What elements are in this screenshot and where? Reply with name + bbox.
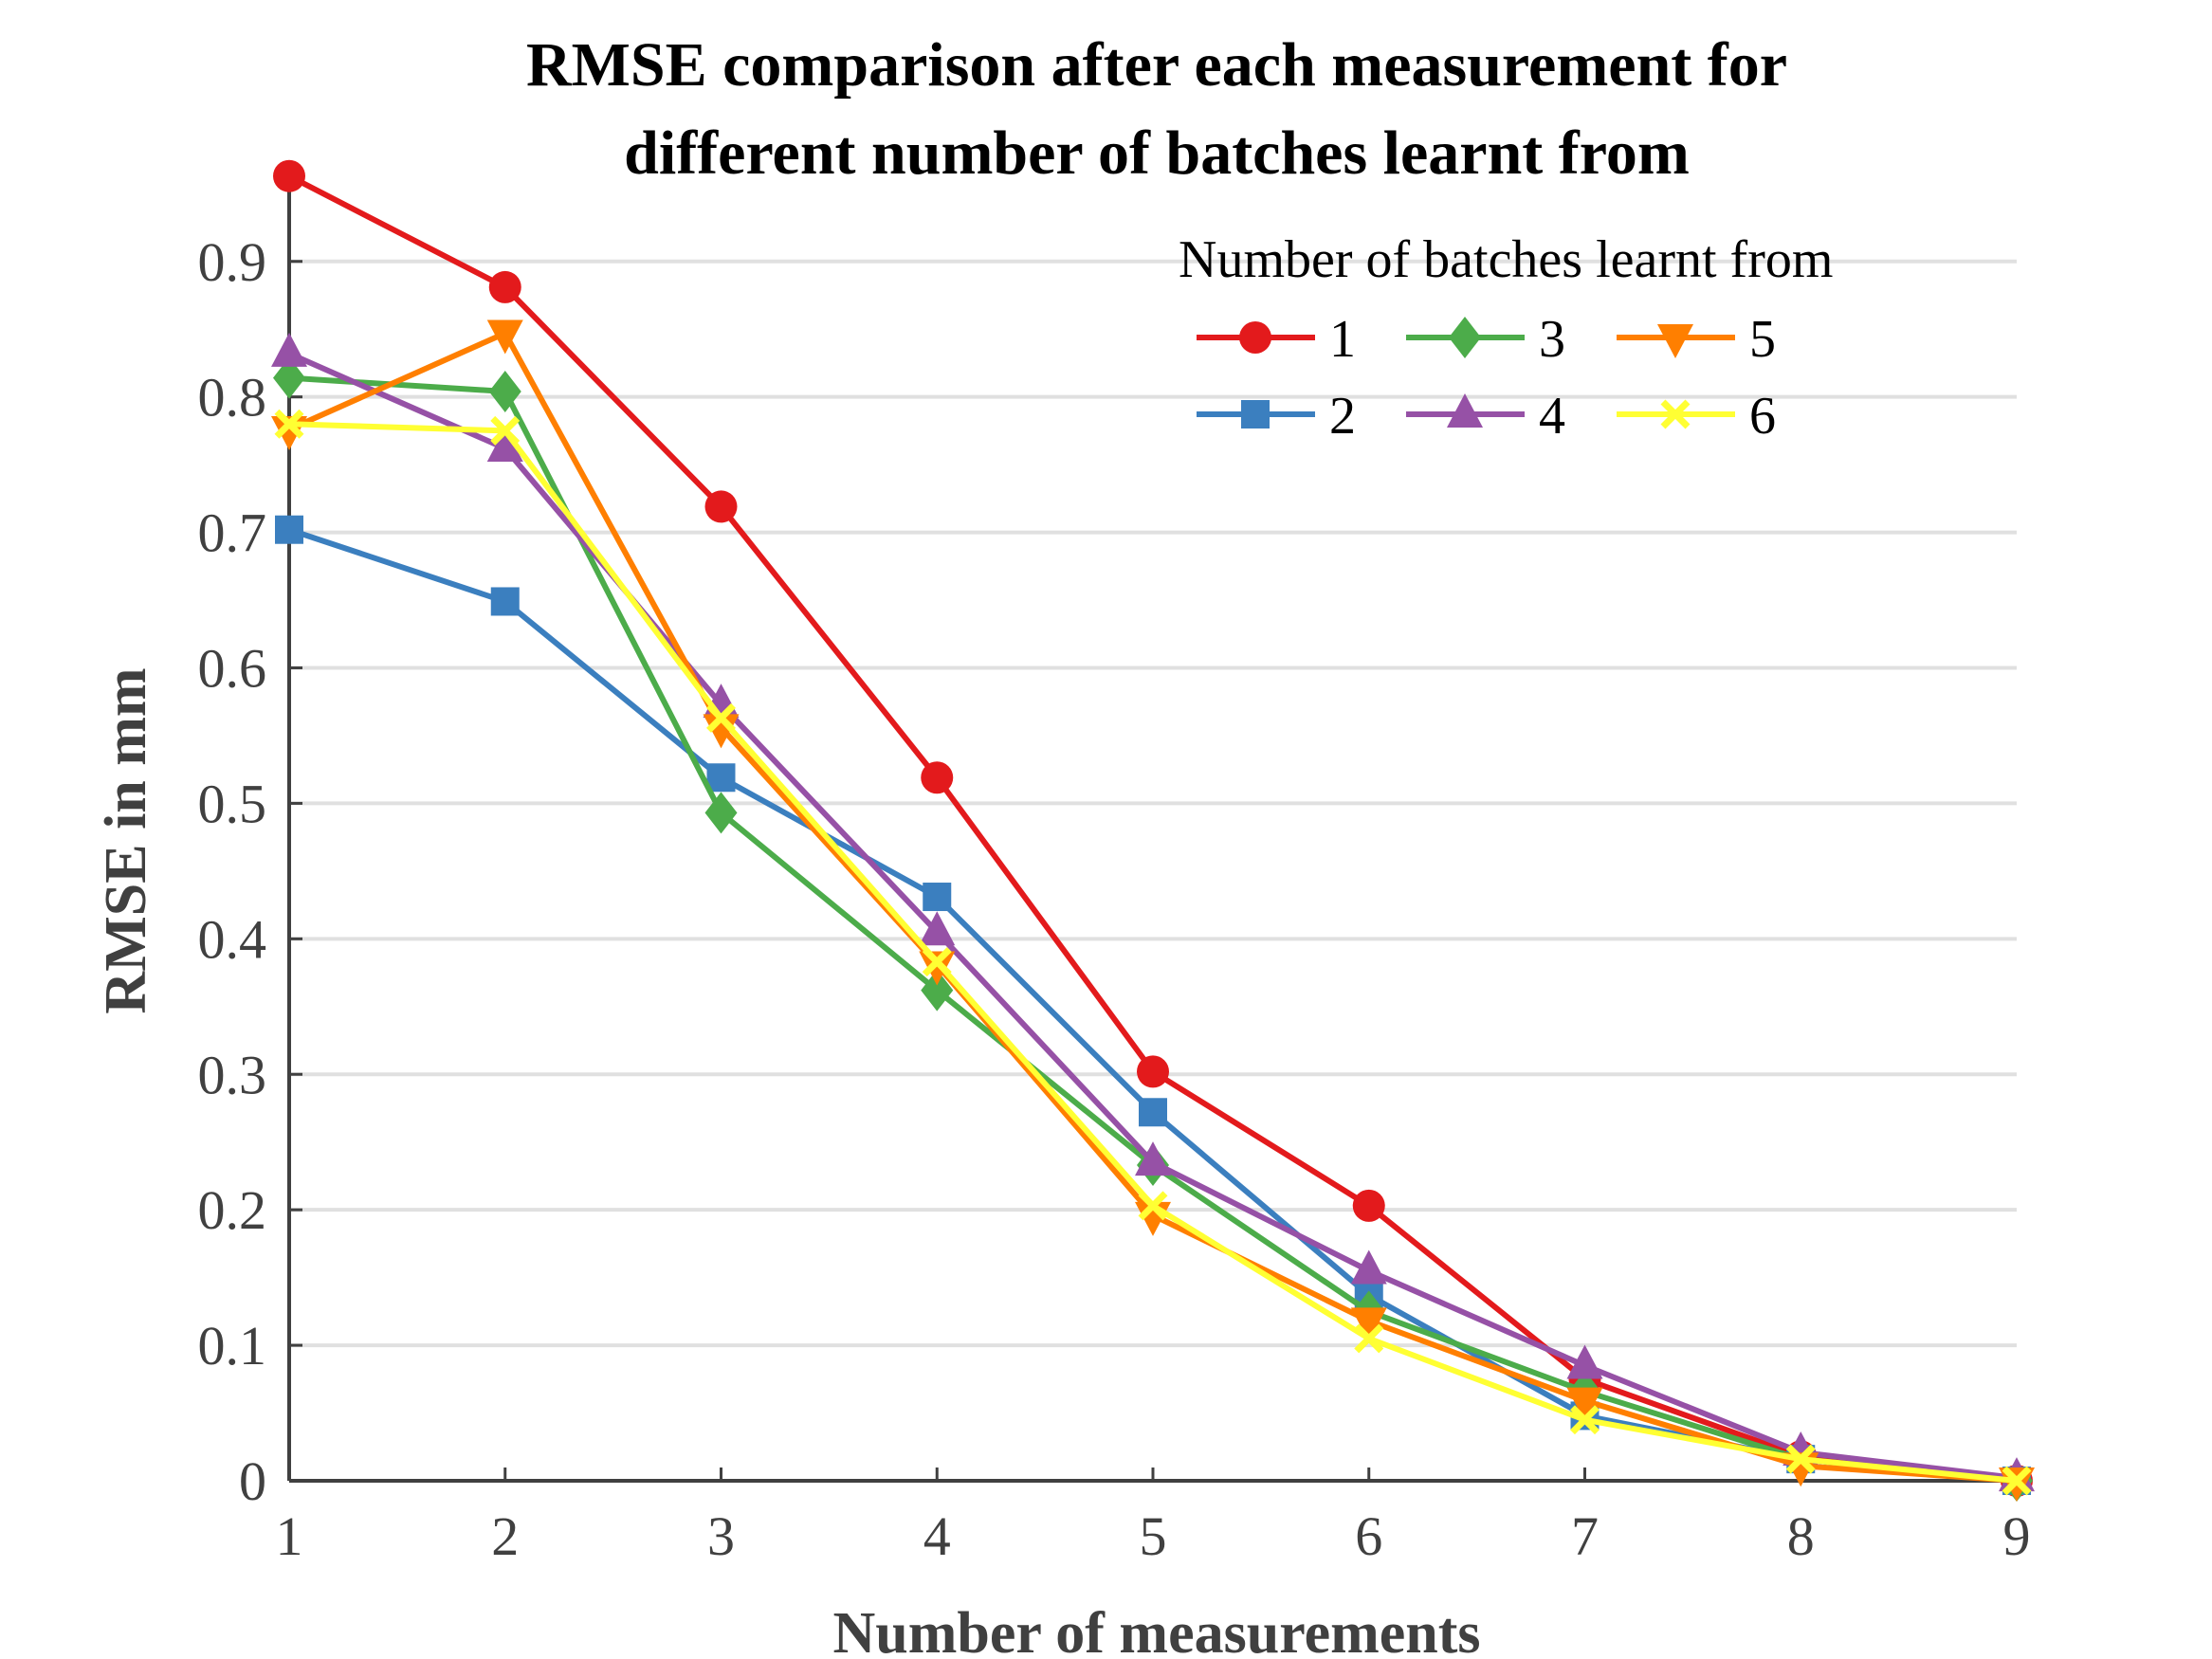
legend-title: Number of batches learnt from: [1179, 230, 1833, 289]
y-tick-label-0: 0: [239, 1450, 266, 1512]
chart-title-line-1: RMSE comparison after each measurement f…: [526, 30, 1787, 100]
series-2-point-2: [490, 587, 520, 616]
series-5-point-2: [486, 319, 523, 355]
series-6-point-2: [490, 415, 521, 446]
x-tick-label-5: 6: [1355, 1505, 1382, 1567]
x-tick-label-3: 4: [923, 1505, 951, 1567]
legend-marker-2: [1241, 400, 1270, 428]
legend-label-5: 5: [1749, 310, 1776, 369]
series-6-point-1: [274, 409, 304, 439]
series-3: [273, 356, 2033, 1502]
y-tick-label-3: 0.3: [198, 1044, 267, 1105]
legend-label-4: 4: [1539, 387, 1565, 446]
series-1-point-2: [488, 270, 521, 303]
series-6-line: [288, 421, 2018, 1484]
series-4-point-4: [919, 911, 956, 946]
x-tick-label-4: 5: [1140, 1505, 1167, 1567]
series-5-line: [287, 330, 2018, 1484]
legend-entry-3: 3: [1406, 310, 1565, 369]
chart-title-line-2: different number of batches learnt from: [624, 118, 1690, 188]
x-axis-label: Number of measurements: [832, 1601, 1480, 1659]
legend-entry-2: 2: [1197, 387, 1356, 446]
legend: Number of batches learnt from 1 2 3 4 5 6: [1179, 230, 1833, 446]
series-6-point-9: [2002, 1466, 2032, 1496]
series-2-point-4: [923, 883, 952, 912]
series-4-line: [287, 351, 2018, 1482]
legend-label-2: 2: [1329, 387, 1356, 446]
x-tick-label-0: 1: [276, 1505, 303, 1567]
series-lines: [271, 159, 2035, 1502]
legend-label-1: 1: [1329, 310, 1356, 369]
series-4-point-6: [1350, 1249, 1387, 1285]
legend-label-6: 6: [1749, 387, 1776, 446]
x-tick-label-7: 8: [1787, 1505, 1815, 1567]
y-tick-label-5: 0.5: [198, 773, 267, 834]
series-3-line: [288, 374, 2018, 1484]
series-1-point-4: [921, 761, 954, 794]
series-1-point-6: [1352, 1189, 1385, 1222]
y-tick-label-8: 0.8: [198, 367, 267, 428]
series-6-point-6: [1354, 1323, 1384, 1354]
series-4: [271, 332, 2035, 1492]
series-4-point-1: [271, 332, 307, 367]
legend-marker-5: [1657, 324, 1693, 358]
y-tick-label-2: 0.2: [198, 1179, 267, 1241]
series-5-point-6: [1350, 1307, 1387, 1342]
series-2-point-5: [1139, 1098, 1167, 1127]
series-4-point-5: [1135, 1141, 1171, 1176]
series-5: [271, 319, 2035, 1502]
series-2-line: [288, 526, 2018, 1484]
legend-marker-1: [1239, 321, 1271, 354]
series-3-point-1: [273, 356, 305, 399]
series-1-line: [287, 173, 2018, 1484]
y-tick-label-4: 0.4: [198, 908, 267, 970]
y-tick-label-7: 0.7: [198, 502, 267, 564]
series-3-point-3: [704, 792, 738, 834]
series-1-point-1: [273, 159, 305, 192]
series-2-point-3: [706, 763, 736, 793]
legend-entry-6: 6: [1617, 387, 1776, 446]
x-tick-label-1: 2: [491, 1505, 519, 1567]
legend-entry-5: 5: [1617, 310, 1776, 369]
series-6-point-8: [1785, 1444, 1816, 1474]
series-3-point-2: [488, 370, 521, 412]
x-tick-label-2: 3: [707, 1505, 735, 1567]
y-axis-label: RMSE in mm: [94, 667, 158, 1013]
legend-marker-4: [1447, 393, 1483, 428]
series-5-point-7: [1566, 1387, 1603, 1422]
series-1-point-3: [704, 490, 738, 523]
series-5-point-4: [919, 951, 956, 986]
y-tick-label-9: 0.9: [198, 231, 267, 293]
series-4-point-7: [1566, 1344, 1603, 1379]
series-6-point-5: [1138, 1191, 1168, 1221]
legend-entry-4: 4: [1406, 387, 1565, 446]
x-tick-label-8: 9: [2003, 1505, 2031, 1567]
tick-labels: 1 2 3 4 5 6 7 8 9 0 0.1 0.2 0.3 0.4 0.5 0.6 0.7 0.8 0.9: [198, 231, 2031, 1567]
legend-marker-6: [1660, 399, 1691, 429]
series-1-point-5: [1137, 1055, 1169, 1088]
legend-entry-1: 1: [1197, 310, 1356, 369]
legend-label-3: 3: [1539, 310, 1565, 369]
series-6: [274, 409, 2032, 1496]
chart-title: RMSE comparison after each measurement f…: [526, 30, 1787, 188]
series-2-point-1: [275, 515, 303, 544]
series-6-point-3: [706, 702, 736, 733]
series-4-point-2: [486, 427, 523, 462]
series-6-point-7: [1570, 1405, 1600, 1435]
series-6-point-4: [922, 947, 952, 977]
legend-marker-3: [1449, 317, 1481, 358]
series-2: [275, 515, 2031, 1495]
y-tick-label-6: 0.6: [198, 638, 267, 700]
x-tick-label-6: 7: [1571, 1505, 1599, 1567]
series-3-point-4: [921, 969, 954, 1012]
y-tick-label-1: 0.1: [198, 1315, 267, 1376]
